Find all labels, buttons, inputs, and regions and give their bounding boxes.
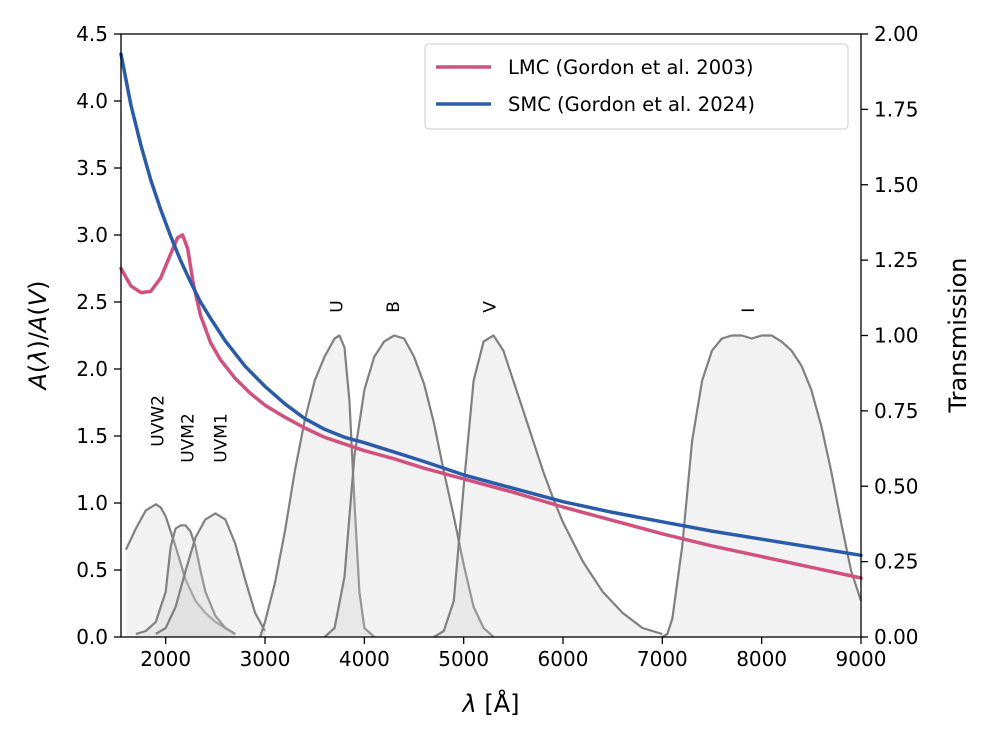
- filter-curve-uvw2: [125, 503, 236, 635]
- y2-tick-label-1.00: 1.00: [874, 324, 919, 348]
- series-line-smc: [119, 52, 863, 558]
- filter-fill-uvm1: [155, 513, 265, 637]
- x-tick-label-8000: 8000: [736, 647, 787, 671]
- y-tick-label-2.0: 2.0: [76, 357, 108, 381]
- filter-fill-i: [662, 335, 861, 637]
- legend-label-smc: SMC (Gordon et al. 2024): [508, 93, 755, 116]
- filter-curve-u: [259, 334, 376, 638]
- y2-tick-label-1.75: 1.75: [874, 97, 919, 121]
- legend-label-lmc: LMC (Gordon et al. 2003): [508, 56, 754, 79]
- x-tick-label-2000: 2000: [140, 647, 191, 671]
- y-tick-label-3.5: 3.5: [76, 156, 108, 180]
- extinction-series-layer: [119, 52, 863, 580]
- filter-transmission-layer: [125, 334, 863, 638]
- y2-tick-label-0.00: 0.00: [874, 625, 919, 649]
- x-tick-label-4000: 4000: [339, 647, 390, 671]
- filter-curve-uvm1: [155, 512, 266, 635]
- x-tick-label-3000: 3000: [240, 647, 291, 671]
- filter-fill-uvw2: [126, 504, 236, 637]
- filter-label-v: V: [481, 301, 501, 313]
- y-tick-label-3.0: 3.0: [76, 223, 108, 247]
- y2-tick-label-0.25: 0.25: [874, 550, 919, 574]
- y-tick-label-0.5: 0.5: [76, 558, 108, 582]
- series-line-lmc: [119, 233, 863, 580]
- y-tick-label-0.0: 0.0: [76, 625, 108, 649]
- y-tick-label-1.0: 1.0: [76, 491, 108, 515]
- y2-tick-label-0.75: 0.75: [874, 399, 919, 423]
- y2-tick-label-0.50: 0.50: [874, 474, 919, 498]
- filter-label-uvm1: UVM1: [211, 413, 231, 463]
- y-tick-label-2.5: 2.5: [76, 290, 108, 314]
- axes-layer: 2000 3000 4000 5000 6000 7000 8000 9000 0.0 0.5 1.…: [76, 22, 918, 671]
- y-tick-label-4.5: 4.5: [76, 22, 108, 46]
- legend: LMC (Gordon et al. 2003) SMC (Gordon et …: [424, 43, 849, 130]
- y2-tick-label-1.50: 1.50: [874, 173, 919, 197]
- filter-labels-layer: UVW2 UVM2 UVM1 U B V I: [149, 300, 759, 463]
- filter-label-i: I: [739, 308, 759, 313]
- filter-curve-uvm2: [135, 524, 236, 636]
- y2-axis-title: Transmission: [944, 257, 972, 413]
- legend-box: [424, 43, 849, 130]
- x-axis-title: λ [Å]: [461, 689, 520, 718]
- y-tick-label-4.0: 4.0: [76, 89, 108, 113]
- y-tick-label-1.5: 1.5: [76, 424, 108, 448]
- filter-fill-b: [324, 335, 494, 637]
- filter-curve-i: [661, 334, 863, 638]
- filter-label-b: B: [384, 301, 404, 313]
- filter-curve-v: [433, 334, 663, 638]
- y2-tick-label-2.00: 2.00: [874, 22, 919, 46]
- y2-tick-label-1.25: 1.25: [874, 248, 919, 272]
- x-tick-label-7000: 7000: [637, 647, 688, 671]
- filter-label-u: U: [328, 300, 348, 312]
- x-tick-label-9000: 9000: [836, 647, 887, 671]
- y-axis-title: A(λ)/A(V): [24, 280, 52, 391]
- filter-curve-b: [323, 334, 495, 638]
- x-tick-label-6000: 6000: [538, 647, 589, 671]
- filter-label-uvw2: UVW2: [149, 395, 169, 447]
- x-tick-label-5000: 5000: [438, 647, 489, 671]
- filter-label-uvm2: UVM2: [179, 413, 199, 463]
